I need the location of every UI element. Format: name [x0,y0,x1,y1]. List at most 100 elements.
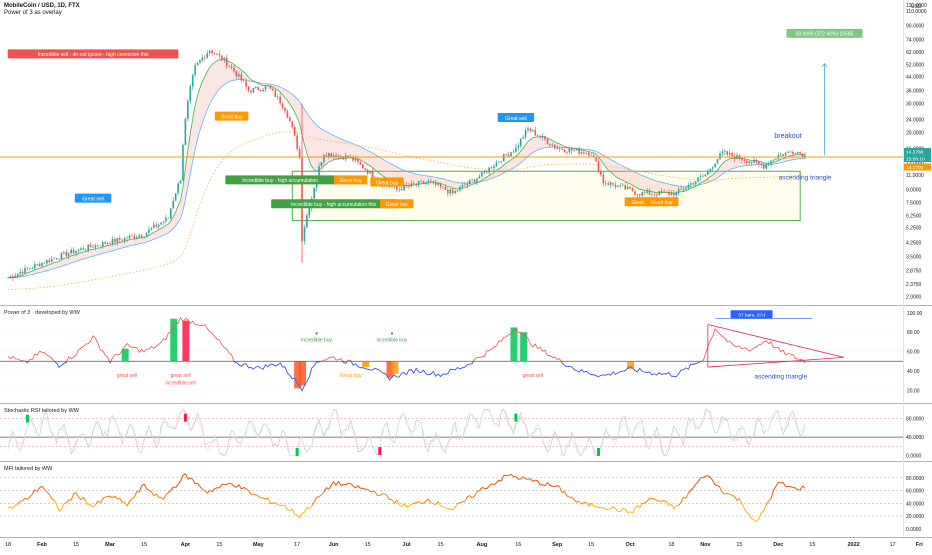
candle-body [250,91,252,92]
candle-body [95,245,97,247]
candle-body [61,253,63,259]
candle-body [646,191,648,193]
annotation-label: Great buy [221,114,243,120]
p3-annotation-label: great sell [523,373,543,379]
p3-histogram-bar [122,349,129,362]
candle-body [610,183,612,185]
mfi-line-segment [416,502,418,503]
time-tick-label: Jun [329,542,339,548]
price-tick-label: 62.0000 [906,50,924,56]
mfi-line-segment [115,496,117,499]
candle-body [355,159,357,161]
mfi-line-segment [27,497,29,500]
mfi-line-segment [105,496,107,497]
candle-body [68,253,70,256]
price-tick-label: 52.0000 [906,63,924,69]
mfi-line-segment [501,475,503,481]
mfi-line-segment [198,483,200,486]
mfi-line-segment [667,502,669,506]
mfi-line-segment [411,503,413,504]
mfi-line-segment [134,492,136,497]
mfi-line-segment [83,497,85,501]
mfi-line-segment [404,504,406,507]
mfi-line-segment [492,484,494,485]
price-tick-label: 20.0000 [906,131,924,137]
mfi-line-segment [144,484,146,488]
candle-body [503,154,505,161]
mfi-line-segment [392,499,394,503]
candle-body [552,145,554,146]
candle-body [369,171,371,174]
mfi-line-segment [227,483,229,484]
mfi-line-segment [249,491,251,495]
time-tick-label: Feb [37,542,47,548]
mfi-line-segment [176,484,178,487]
candle-body [240,74,242,80]
mfi-line-segment [759,513,761,519]
p3-histogram-bar [182,321,189,362]
p3-annotation-label: incredible buy [377,337,408,343]
candle-body [600,172,602,175]
candle-body [97,245,99,246]
candle-body [583,152,585,153]
candle-body [435,182,437,185]
mfi-line-segment [385,494,387,496]
candle-body [707,171,709,175]
mfi-tick-label: 20.0000 [906,514,924,520]
mfi-line-segment [59,509,61,511]
mfi-line-segment [547,483,549,486]
candle-body [700,176,702,177]
p3-tick-label: 100.00 [907,311,923,317]
time-tick-label: 15 [73,542,79,548]
mfi-line-segment [353,486,355,488]
candle-body [785,153,787,156]
mfi-line-segment [756,519,758,522]
mfi-line-segment [465,497,467,502]
candle-body [333,155,335,156]
mfi-line-segment [407,506,409,507]
mfi-line-segment [735,497,737,501]
candle-body [685,188,687,190]
mfi-line-segment [205,491,207,494]
mfi-line-segment [127,501,129,506]
srsi-tick-label: 40.0000 [906,435,924,441]
candle-body [292,121,294,127]
mfi-line-segment [258,496,260,498]
candle-body [177,183,179,193]
candle-body [24,268,26,274]
candle-body [622,185,624,186]
candle-body [340,156,342,157]
mfi-line-segment [253,494,255,495]
srsi-title: Stochastic RSI tailored by WW [4,408,80,414]
mfi-line-segment [574,500,576,503]
candle-body [262,90,264,91]
candle-body [459,187,461,191]
mfi-line-segment [147,489,149,491]
candle-body [206,53,208,57]
accumulation-box [292,171,800,220]
mfi-line-segment [375,492,377,496]
candle-body [632,188,634,191]
mfi-line-segment [754,520,756,522]
mfi-line-segment [103,497,105,499]
candle-body [323,155,325,162]
level-tag: 14.1700 [906,165,924,171]
mfi-line-segment [747,513,749,514]
mfi-line-segment [351,483,353,486]
candle-body [277,97,279,98]
candle-body [272,89,274,91]
mfi-line-segment [530,479,532,482]
candle-body [216,54,218,55]
price-tick-label: 2.3750 [906,282,922,288]
mfi-line-segment [572,497,574,499]
candle-body [415,184,417,185]
candle-body [53,258,55,259]
candle-body [518,146,520,148]
price-tick-label: 74.0000 [906,37,924,43]
candle-body [773,160,775,161]
candle-body [146,233,148,237]
mfi-line-segment [287,510,289,511]
candle-body [160,223,162,225]
mfi-line-segment [550,485,552,486]
